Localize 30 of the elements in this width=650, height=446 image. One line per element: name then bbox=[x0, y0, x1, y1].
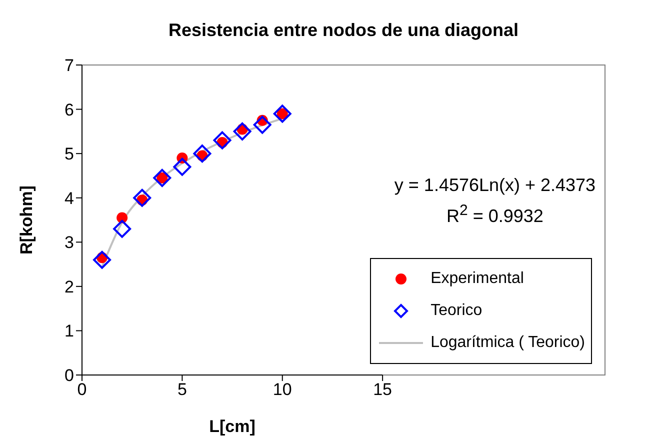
x-tick-label: 5 bbox=[177, 380, 187, 400]
point bbox=[133, 188, 152, 207]
legend-label: Teorico bbox=[430, 302, 482, 320]
legend-label: Experimental bbox=[430, 270, 524, 288]
y-tick-label: 5 bbox=[64, 144, 74, 164]
y-tick-label: 4 bbox=[64, 188, 74, 208]
x-tick-label: 0 bbox=[77, 380, 87, 400]
point bbox=[113, 220, 132, 238]
y-tick-label: 1 bbox=[64, 322, 74, 341]
y-tick-label: 2 bbox=[64, 277, 74, 296]
x-axis-title: L[cm] bbox=[209, 417, 256, 436]
text: R$^{2}$ = 0.9932 bbox=[446, 201, 544, 228]
point bbox=[253, 116, 272, 134]
point bbox=[193, 144, 212, 163]
x-tick-label: 15 bbox=[373, 380, 392, 400]
point bbox=[213, 131, 232, 150]
y-tick-label: 0 bbox=[64, 366, 74, 386]
point bbox=[173, 158, 192, 176]
y-tick-label: 3 bbox=[64, 233, 74, 252]
point bbox=[233, 122, 252, 140]
legend-label: Logarítmica ( Teorico) bbox=[430, 334, 585, 352]
y-tick-label: 6 bbox=[64, 100, 74, 120]
x-tick-label: 10 bbox=[272, 380, 292, 400]
point bbox=[153, 168, 172, 187]
text: y = 1.4576Ln(x) + 2.4373 bbox=[393, 174, 597, 197]
point bbox=[273, 104, 292, 123]
y-axis-title: R[kohm] bbox=[17, 186, 36, 254]
point bbox=[93, 250, 112, 269]
chart-title: Resistencia entre nodos de una diagonal bbox=[167, 20, 520, 41]
y-tick-label: 7 bbox=[64, 56, 74, 76]
